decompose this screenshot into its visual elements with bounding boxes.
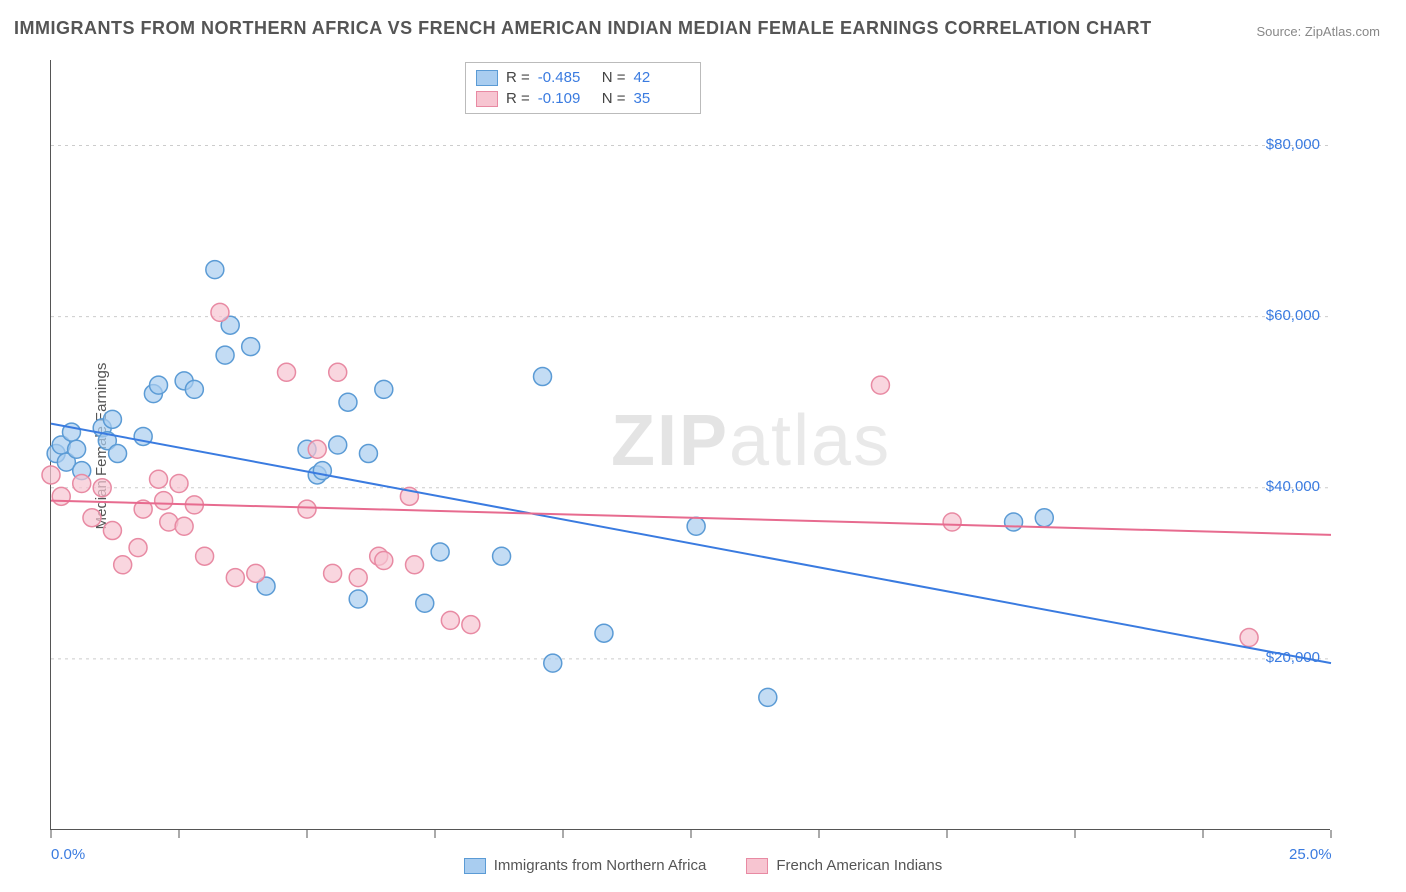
stat-r-label: R = bbox=[506, 90, 530, 107]
y-tick-label: $60,000 bbox=[1266, 307, 1320, 324]
stat-n-label: N = bbox=[602, 90, 626, 107]
legend-swatch bbox=[476, 70, 498, 86]
legend-swatch bbox=[464, 858, 486, 874]
legend-label: French American Indians bbox=[776, 857, 942, 874]
y-tick-label: $20,000 bbox=[1266, 649, 1320, 666]
stats-row: R = -0.109 N = 35 bbox=[476, 88, 690, 109]
stat-r-value: -0.109 bbox=[538, 90, 594, 107]
stats-legend-box: R = -0.485 N = 42 R = -0.109 N = 35 bbox=[465, 62, 701, 114]
legend-swatch bbox=[746, 858, 768, 874]
source-attribution: Source: ZipAtlas.com bbox=[1256, 24, 1380, 39]
plot-svg bbox=[51, 60, 1330, 829]
y-tick-label: $40,000 bbox=[1266, 478, 1320, 495]
stat-n-value: 42 bbox=[634, 69, 690, 86]
stat-r-label: R = bbox=[506, 69, 530, 86]
stats-row: R = -0.485 N = 42 bbox=[476, 67, 690, 88]
stat-r-value: -0.485 bbox=[538, 69, 594, 86]
legend-swatch bbox=[476, 91, 498, 107]
y-tick-label: $80,000 bbox=[1266, 136, 1320, 153]
chart-title: IMMIGRANTS FROM NORTHERN AFRICA VS FRENC… bbox=[14, 18, 1152, 39]
stat-n-label: N = bbox=[602, 69, 626, 86]
stat-n-value: 35 bbox=[634, 90, 690, 107]
scatter-plot: ZIPatlas $20,000$40,000$60,000$80,0000.0… bbox=[50, 60, 1330, 830]
legend-item: French American Indians bbox=[746, 857, 942, 874]
legend-item: Immigrants from Northern Africa bbox=[464, 857, 707, 874]
legend-label: Immigrants from Northern Africa bbox=[494, 857, 707, 874]
series-legend: Immigrants from Northern Africa French Am… bbox=[0, 857, 1406, 874]
